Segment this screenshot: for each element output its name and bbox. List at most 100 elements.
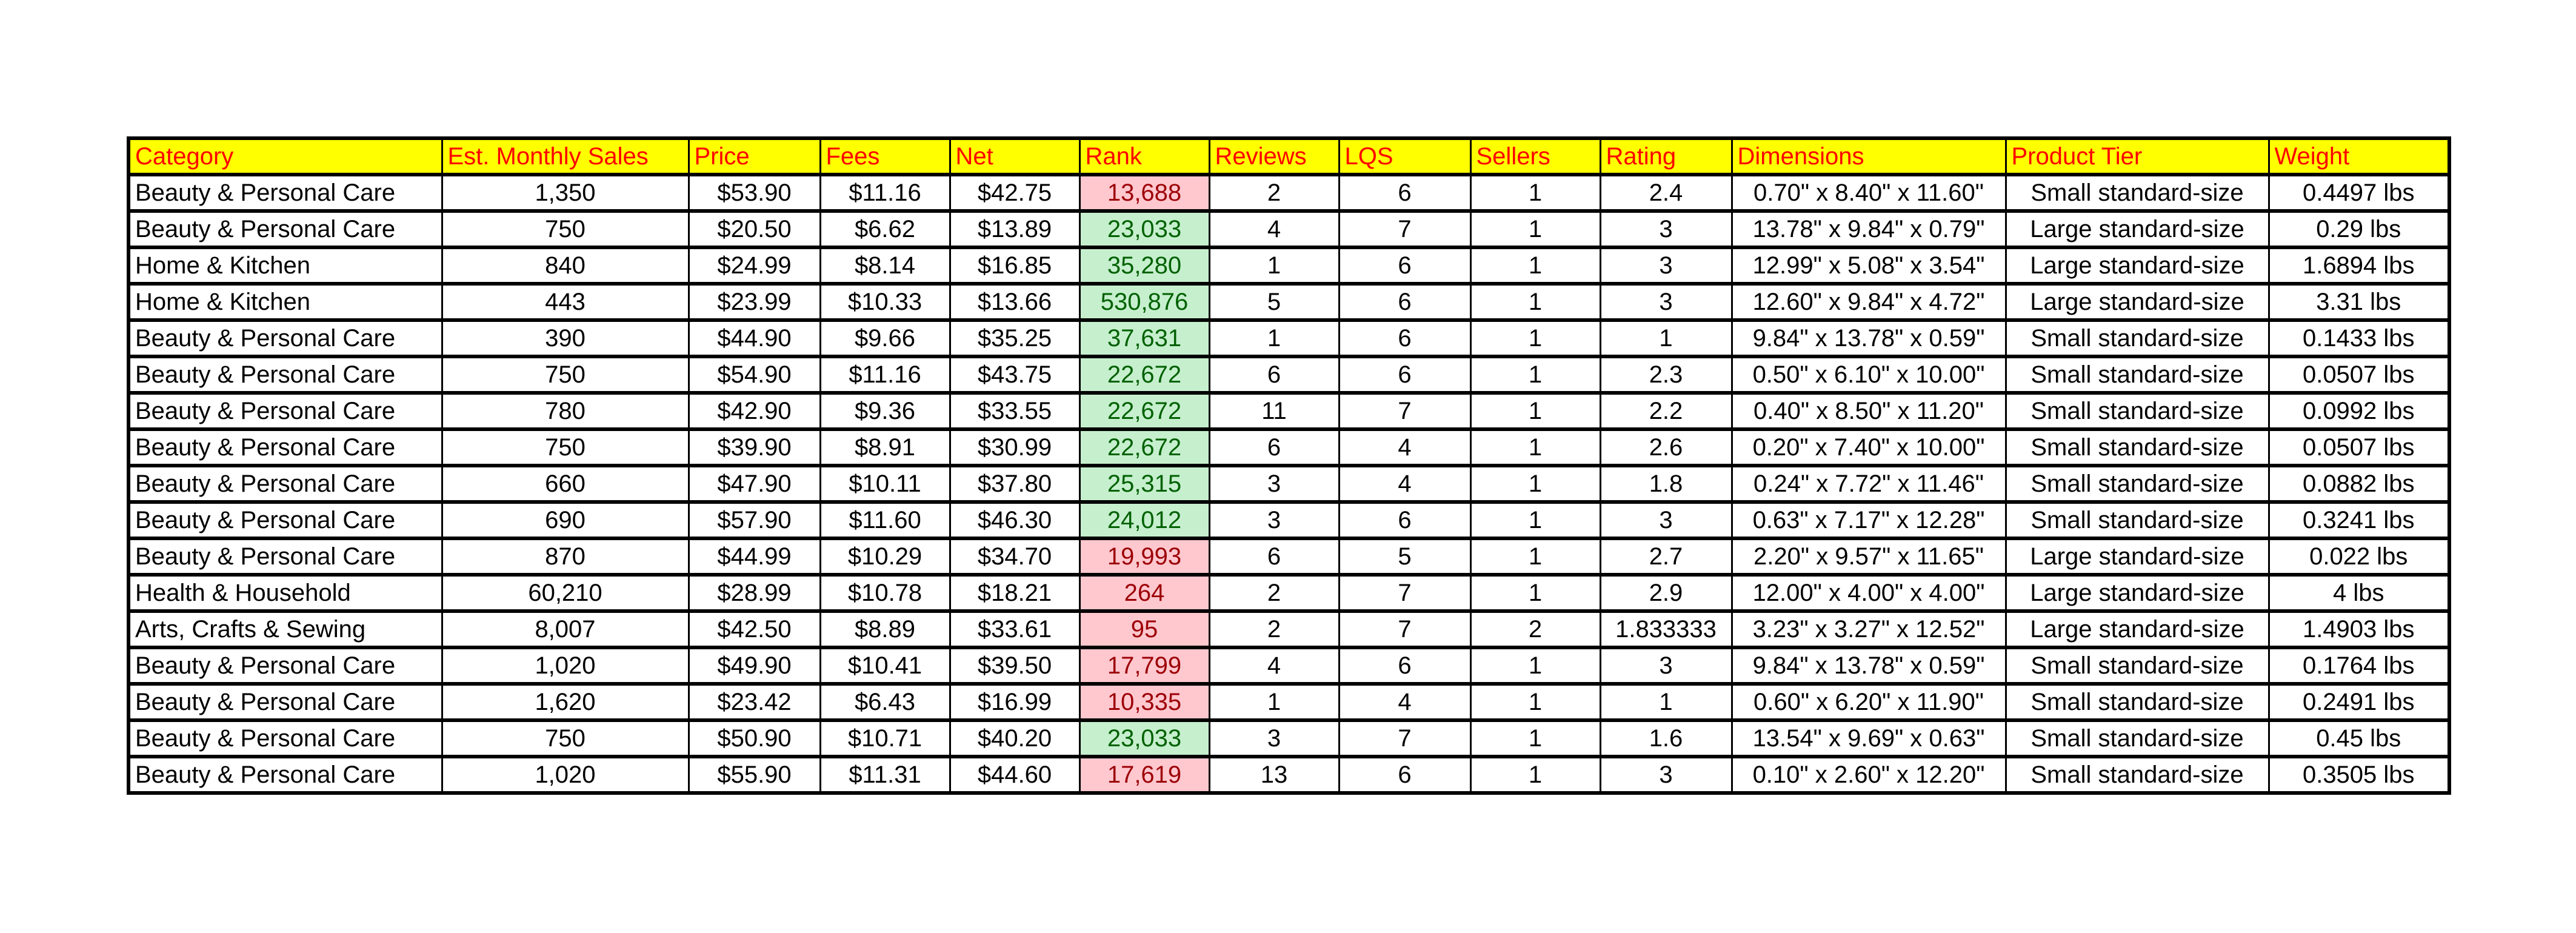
cell-reviews[interactable]: 3 xyxy=(1208,501,1340,540)
cell-dimensions[interactable]: 0.50" x 6.10" x 10.00" xyxy=(1730,355,2007,394)
cell-fees[interactable]: $10.29 xyxy=(819,537,951,576)
cell-price[interactable]: $23.99 xyxy=(687,283,821,321)
cell-rating[interactable]: 1 xyxy=(1599,683,1733,721)
cell-price[interactable]: $20.50 xyxy=(687,210,821,249)
cell-category[interactable]: Beauty & Personal Care xyxy=(127,319,443,358)
cell-rank[interactable]: 19,993 xyxy=(1078,537,1210,576)
cell-sellers[interactable]: 2 xyxy=(1469,610,1601,649)
cell-dimensions[interactable]: 0.20" x 7.40" x 10.00" xyxy=(1730,428,2007,467)
cell-price[interactable]: $23.42 xyxy=(687,683,821,721)
cell-product-tier[interactable]: Small standard-size xyxy=(2004,719,2270,758)
column-header-product-tier[interactable]: Product Tier xyxy=(2004,137,2270,176)
cell-category[interactable]: Home & Kitchen xyxy=(127,283,443,321)
cell-rating[interactable]: 2.9 xyxy=(1599,574,1733,612)
cell-category[interactable]: Beauty & Personal Care xyxy=(127,173,443,212)
cell-lqs[interactable]: 7 xyxy=(1338,392,1472,430)
cell-sellers[interactable]: 1 xyxy=(1469,683,1601,721)
cell-weight[interactable]: 0.45 lbs xyxy=(2267,719,2451,758)
cell-est-monthly-sales[interactable]: 780 xyxy=(441,392,690,430)
cell-dimensions[interactable]: 2.20" x 9.57" x 11.65" xyxy=(1730,537,2007,576)
cell-dimensions[interactable]: 0.60" x 6.20" x 11.90" xyxy=(1730,683,2007,721)
cell-product-tier[interactable]: Small standard-size xyxy=(2004,464,2270,503)
cell-net[interactable]: $46.30 xyxy=(949,501,1081,540)
cell-net[interactable]: $30.99 xyxy=(949,428,1081,467)
cell-rank[interactable]: 24,012 xyxy=(1078,501,1210,540)
cell-fees[interactable]: $6.62 xyxy=(819,210,951,249)
cell-category[interactable]: Beauty & Personal Care xyxy=(127,646,443,685)
cell-lqs[interactable]: 7 xyxy=(1338,210,1472,249)
column-header-rating[interactable]: Rating xyxy=(1599,137,1733,176)
cell-category[interactable]: Beauty & Personal Care xyxy=(127,683,443,721)
cell-reviews[interactable]: 5 xyxy=(1208,283,1340,321)
cell-product-tier[interactable]: Large standard-size xyxy=(2004,246,2270,285)
column-header-sellers[interactable]: Sellers xyxy=(1469,137,1601,176)
cell-fees[interactable]: $10.71 xyxy=(819,719,951,758)
cell-weight[interactable]: 3.31 lbs xyxy=(2267,283,2451,321)
cell-rating[interactable]: 1.833333 xyxy=(1599,610,1733,649)
cell-rank[interactable]: 17,619 xyxy=(1078,755,1210,794)
cell-product-tier[interactable]: Small standard-size xyxy=(2004,755,2270,794)
cell-fees[interactable]: $8.14 xyxy=(819,246,951,285)
cell-net[interactable]: $16.85 xyxy=(949,246,1081,285)
cell-weight[interactable]: 0.1764 lbs xyxy=(2267,646,2451,685)
cell-rank[interactable]: 13,688 xyxy=(1078,173,1210,212)
cell-price[interactable]: $57.90 xyxy=(687,501,821,540)
cell-category[interactable]: Beauty & Personal Care xyxy=(127,355,443,394)
cell-price[interactable]: $44.90 xyxy=(687,319,821,358)
cell-price[interactable]: $50.90 xyxy=(687,719,821,758)
cell-reviews[interactable]: 4 xyxy=(1208,210,1340,249)
cell-net[interactable]: $44.60 xyxy=(949,755,1081,794)
cell-est-monthly-sales[interactable]: 60,210 xyxy=(441,574,690,612)
cell-lqs[interactable]: 7 xyxy=(1338,574,1472,612)
cell-net[interactable]: $35.25 xyxy=(949,319,1081,358)
cell-sellers[interactable]: 1 xyxy=(1469,319,1601,358)
cell-reviews[interactable]: 6 xyxy=(1208,428,1340,467)
cell-reviews[interactable]: 2 xyxy=(1208,610,1340,649)
cell-dimensions[interactable]: 12.00" x 4.00" x 4.00" xyxy=(1730,574,2007,612)
cell-rank[interactable]: 22,672 xyxy=(1078,392,1210,430)
cell-product-tier[interactable]: Small standard-size xyxy=(2004,428,2270,467)
column-header-price[interactable]: Price xyxy=(687,137,821,176)
cell-sellers[interactable]: 1 xyxy=(1469,574,1601,612)
cell-category[interactable]: Beauty & Personal Care xyxy=(127,464,443,503)
cell-rank[interactable]: 530,876 xyxy=(1078,283,1210,321)
cell-dimensions[interactable]: 0.24" x 7.72" x 11.46" xyxy=(1730,464,2007,503)
cell-weight[interactable]: 0.0882 lbs xyxy=(2267,464,2451,503)
cell-sellers[interactable]: 1 xyxy=(1469,210,1601,249)
cell-product-tier[interactable]: Small standard-size xyxy=(2004,392,2270,430)
cell-category[interactable]: Arts, Crafts & Sewing xyxy=(127,610,443,649)
cell-product-tier[interactable]: Large standard-size xyxy=(2004,537,2270,576)
cell-lqs[interactable]: 7 xyxy=(1338,719,1472,758)
cell-weight[interactable]: 4 lbs xyxy=(2267,574,2451,612)
cell-category[interactable]: Beauty & Personal Care xyxy=(127,428,443,467)
cell-fees[interactable]: $11.16 xyxy=(819,355,951,394)
cell-net[interactable]: $34.70 xyxy=(949,537,1081,576)
cell-rank[interactable]: 264 xyxy=(1078,574,1210,612)
cell-product-tier[interactable]: Large standard-size xyxy=(2004,610,2270,649)
cell-rating[interactable]: 1.8 xyxy=(1599,464,1733,503)
cell-dimensions[interactable]: 9.84" x 13.78" x 0.59" xyxy=(1730,319,2007,358)
cell-est-monthly-sales[interactable]: 750 xyxy=(441,210,690,249)
cell-net[interactable]: $39.50 xyxy=(949,646,1081,685)
cell-reviews[interactable]: 6 xyxy=(1208,537,1340,576)
cell-est-monthly-sales[interactable]: 660 xyxy=(441,464,690,503)
cell-weight[interactable]: 0.022 lbs xyxy=(2267,537,2451,576)
cell-fees[interactable]: $9.66 xyxy=(819,319,951,358)
cell-reviews[interactable]: 1 xyxy=(1208,319,1340,358)
cell-category[interactable]: Beauty & Personal Care xyxy=(127,719,443,758)
cell-lqs[interactable]: 4 xyxy=(1338,464,1472,503)
cell-price[interactable]: $42.90 xyxy=(687,392,821,430)
cell-weight[interactable]: 0.2491 lbs xyxy=(2267,683,2451,721)
cell-weight[interactable]: 0.1433 lbs xyxy=(2267,319,2451,358)
cell-product-tier[interactable]: Small standard-size xyxy=(2004,501,2270,540)
cell-rank[interactable]: 95 xyxy=(1078,610,1210,649)
cell-dimensions[interactable]: 0.40" x 8.50" x 11.20" xyxy=(1730,392,2007,430)
cell-dimensions[interactable]: 13.78" x 9.84" x 0.79" xyxy=(1730,210,2007,249)
cell-lqs[interactable]: 4 xyxy=(1338,683,1472,721)
column-header-rank[interactable]: Rank xyxy=(1078,137,1210,176)
cell-rating[interactable]: 2.6 xyxy=(1599,428,1733,467)
cell-price[interactable]: $39.90 xyxy=(687,428,821,467)
cell-fees[interactable]: $11.31 xyxy=(819,755,951,794)
cell-lqs[interactable]: 4 xyxy=(1338,428,1472,467)
cell-lqs[interactable]: 6 xyxy=(1338,283,1472,321)
